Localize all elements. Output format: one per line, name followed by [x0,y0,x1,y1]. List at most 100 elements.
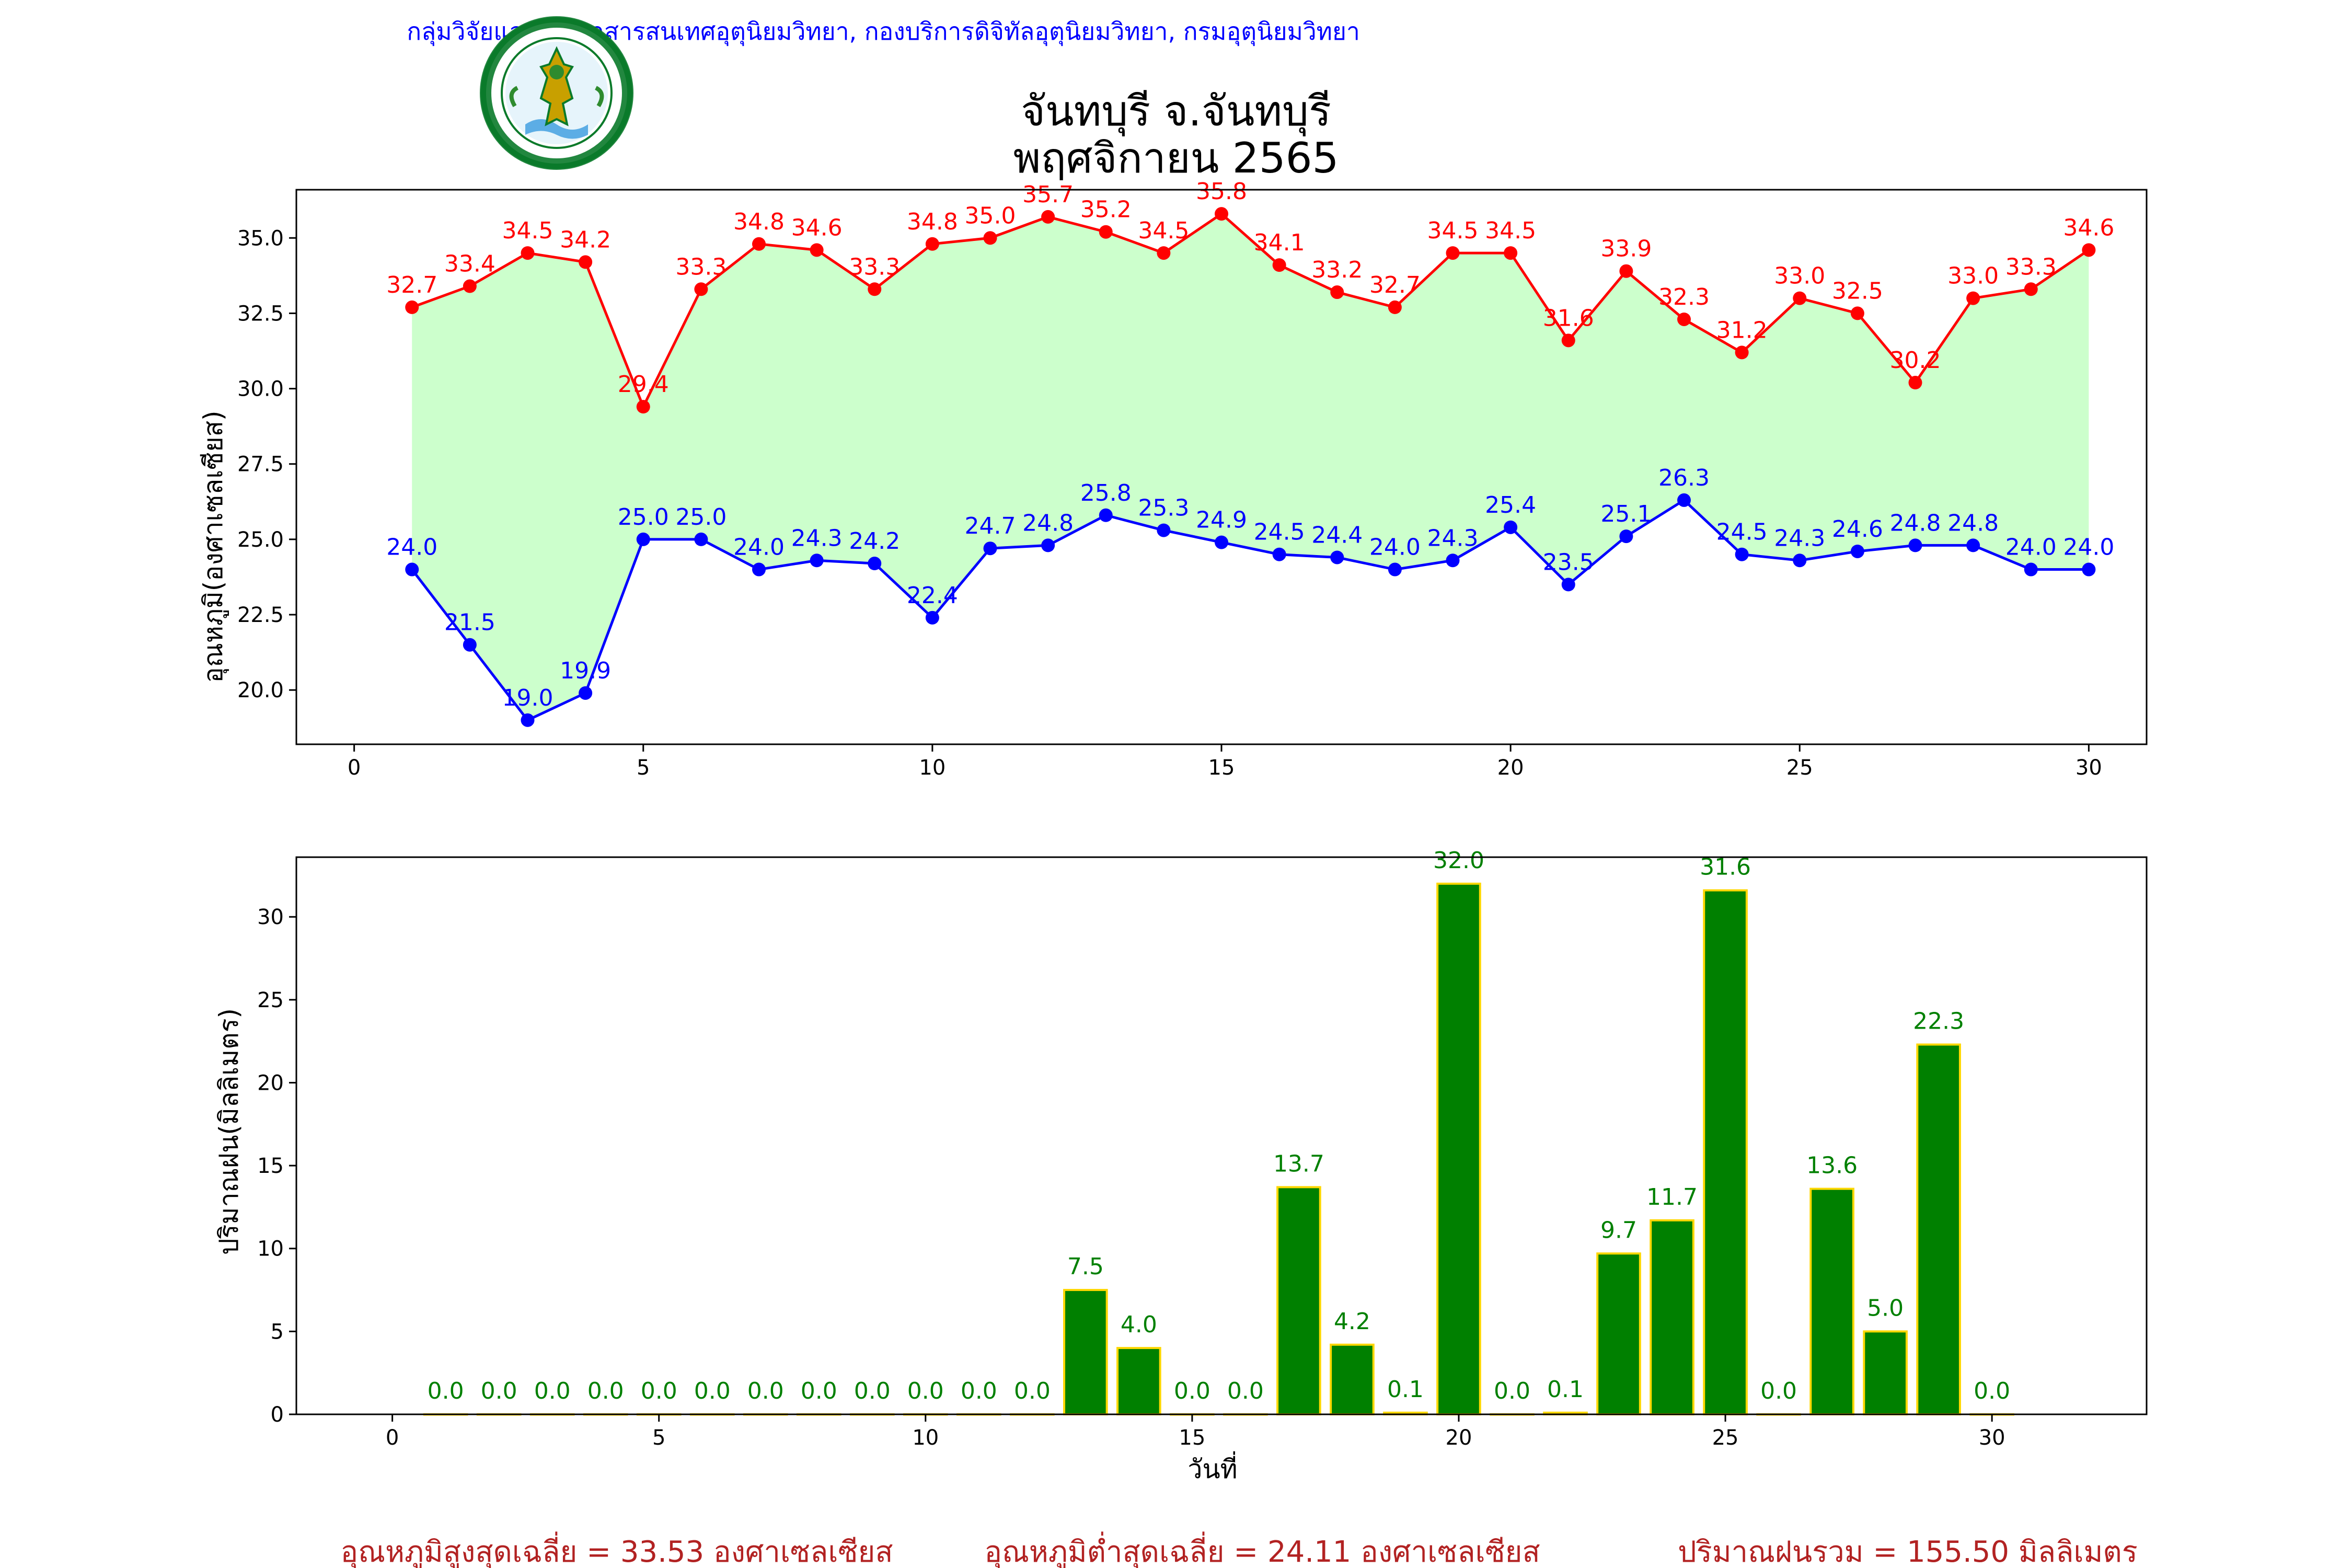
max-temperature-label: 33.3 [849,253,900,280]
rainfall-bar-label: 7.5 [1067,1253,1104,1280]
rainfall-bar [1916,1043,1961,1415]
temperature-x-tick-label: 0 [348,756,361,780]
rainfall-bar [1650,1219,1694,1415]
max-temperature-point [1388,300,1402,314]
temperature-y-tick-label: 32.5 [237,302,284,326]
min-temperature-point [1504,520,1518,534]
min-temperature-point [1966,538,1980,552]
max-temperature-point [810,243,824,257]
temperature-axes: 0 5 10 15 20 25 30 20.0 22.5 25.0 27.5 30.0 32.5 35.0 [237,189,2148,780]
rainfall-bar [1063,1289,1108,1415]
rainfall-bar [1809,1187,1854,1416]
rainfall-bar-label: 31.6 [1700,854,1751,880]
temperature-x-tick-label: 15 [1208,756,1235,780]
max-temperature-label: 34.5 [1427,217,1479,244]
min-temperature-point [1850,544,1864,558]
max-temperature-label: 34.6 [2063,214,2114,241]
chart-title-line2: พฤศจิกายน 2565 [1013,134,1339,182]
rainfall-y-tick-label: 15 [257,1154,284,1178]
min-temperature-point [1446,554,1460,568]
min-temperature-label: 24.3 [1774,525,1825,551]
min-temperature-label: 24.6 [1832,516,1883,543]
max-temperature-label: 34.5 [1138,217,1189,244]
rainfall-bar-label: 0.0 [747,1378,784,1404]
max-temperature-label: 34.8 [907,209,958,235]
max-temperature-point [1215,207,1228,221]
max-temperature-label: 34.5 [1485,217,1536,244]
rainfall-bar-label: 0.0 [1974,1378,2010,1404]
max-temperature-point [636,400,650,414]
max-temperature-point [1561,333,1575,348]
max-temperature-point [1504,246,1518,260]
min-temperature-label: 25.4 [1485,492,1536,518]
temperature-y-tick-label: 35.0 [237,226,284,250]
temperature-y-tick-label: 22.5 [237,603,284,627]
rainfall-bar-label: 13.7 [1273,1150,1324,1177]
max-temperature-label: 34.2 [560,226,611,253]
min-temperature-point [636,532,650,546]
max-temperature-label: 35.2 [1080,197,1132,223]
rainfall-bar-label: 0.0 [801,1378,837,1404]
min-temperature-label: 24.7 [965,513,1016,539]
max-temperature-point [925,237,939,251]
min-temperature-point [521,713,535,727]
rainfall-x-axis-label: วันที่ [1187,1451,1237,1484]
rainfall-bar-label: 32.0 [1433,847,1484,874]
min-temperature-label: 25.8 [1080,480,1132,506]
rainfall-bar-label: 0.0 [1014,1378,1051,1404]
rainfall-x-tick-label: 30 [1979,1426,2005,1450]
rainfall-bar-label: 0.0 [534,1378,571,1404]
rainfall-chart: 0.0 0.0 0.0 0.0 0.0 0.0 0.0 0.0 0.0 0.0 0.0 0.0 7.5 4… [214,847,2148,1484]
rainfall-bar-label: 0.0 [1174,1378,1210,1404]
max-temperature-label: 34.8 [733,209,785,235]
rainfall-data-labels: 0.0 0.0 0.0 0.0 0.0 0.0 0.0 0.0 0.0 0.0 0.0 0.0 7.5 4… [428,847,2010,1404]
rainfall-x-tick-label: 10 [912,1426,939,1450]
rainfall-x-tick-label: 0 [386,1426,399,1450]
max-temperature-label: 31.2 [1716,317,1768,343]
min-temperature-label: 24.8 [1890,510,1941,536]
rainfall-bar [1276,1186,1321,1415]
min-temperature-label: 24.4 [1311,522,1363,548]
max-temperature-label: 32.7 [386,272,437,298]
rainfall-axes: 0 5 10 15 20 25 30 0 5 10 15 20 25 30 [257,856,2148,1450]
rainfall-plot-frame [295,856,2148,1415]
rainfall-x-tick-label: 5 [652,1426,665,1450]
min-temperature-point [1157,523,1171,537]
rainfall-y-tick-label: 25 [257,988,284,1012]
temperature-x-tick-label: 30 [2076,756,2102,780]
max-temperature-point [2024,282,2038,296]
rainfall-bar-label: 0.0 [1494,1378,1530,1404]
min-temperature-point [2082,562,2096,577]
min-temperature-point [1215,535,1228,549]
max-temperature-point [1446,246,1460,260]
min-temperature-label: 19.9 [560,658,611,684]
min-temperature-point [752,562,766,577]
min-temperature-label: 24.0 [1369,534,1421,561]
min-temperature-label: 24.5 [1254,519,1305,546]
min-temperature-label: 25.1 [1600,501,1652,527]
max-temperature-label: 32.7 [1369,272,1421,298]
min-temperature-point [1908,538,1922,552]
rainfall-y-axis-label: ปริมาณฝน(มิลลิเมตร) [214,1008,244,1255]
rainfall-bar-label: 0.0 [1227,1378,1264,1404]
min-temperature-label: 25.3 [1138,495,1189,522]
min-temperature-label: 24.9 [1196,507,1247,534]
min-temperature-point [1388,562,1402,577]
max-temperature-label: 33.4 [444,251,495,278]
min-temperature-label: 24.3 [1427,525,1479,551]
temperature-data-labels: 32.7 24.0 33.4 21.5 34.5 19.0 34.2 19.9 29.4 25.0… [386,178,2114,711]
rainfall-y-tick-label: 10 [257,1237,284,1261]
temperature-points [405,207,2096,727]
min-temperature-label: 23.5 [1543,549,1594,575]
max-temperature-line [411,212,2090,410]
min-temperature-point [405,562,419,577]
min-temperature-label: 24.0 [733,534,785,561]
max-temperature-point [1966,291,1980,305]
rainfall-bar-label: 0.0 [907,1378,944,1404]
rainfall-y-tick-label: 30 [257,905,284,929]
max-temperature-label: 31.6 [1543,305,1594,331]
logo-seal [480,16,633,170]
max-temperature-label: 30.2 [1890,347,1941,374]
min-temperature-point [810,554,824,568]
